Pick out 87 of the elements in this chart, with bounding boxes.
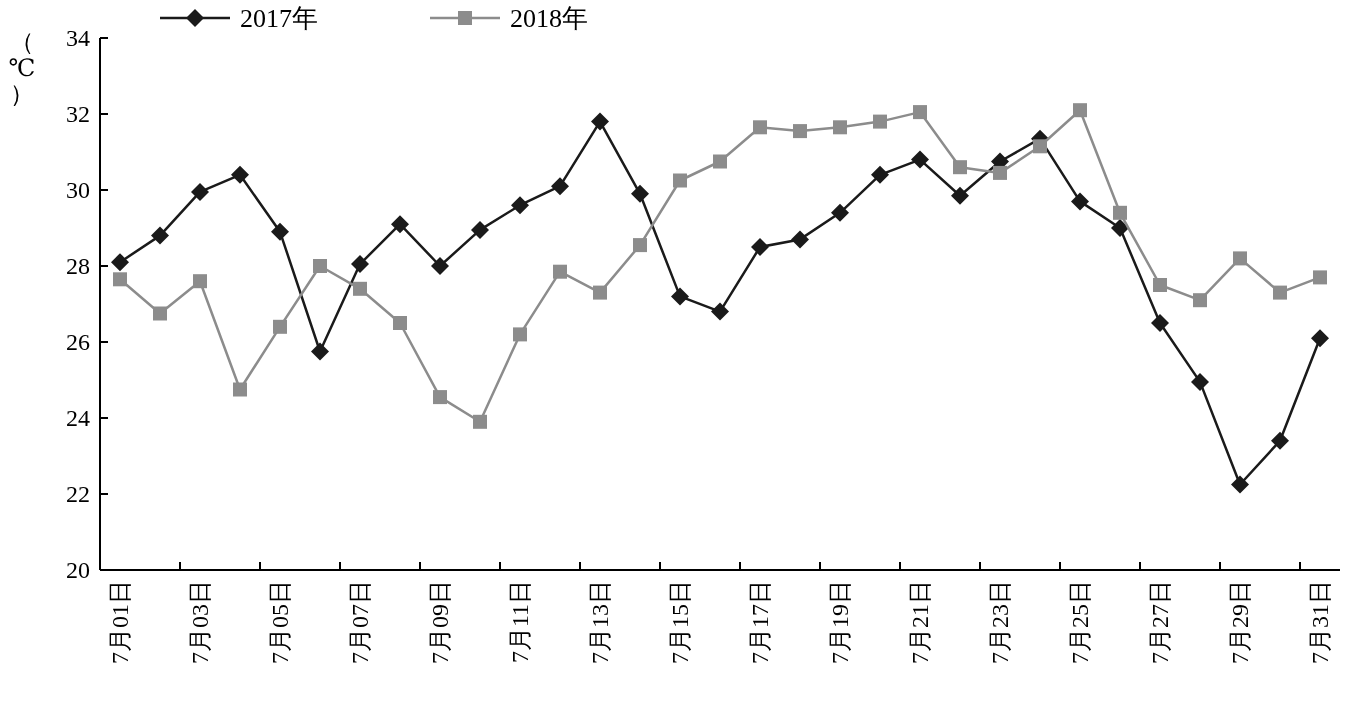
legend-label: 2018年 [510,4,588,34]
point [873,114,887,129]
point [153,306,167,321]
point [473,414,487,429]
y-tick-label: 28 [66,253,90,280]
point [711,302,729,321]
point [1231,475,1249,494]
point [471,220,489,239]
point [1153,278,1167,292]
point [113,272,127,287]
point [391,215,409,234]
point [351,255,369,274]
x-tick-label: 7月23日 [987,580,1013,664]
point [511,196,529,215]
y-tick-label: 20 [66,557,90,584]
point [833,120,847,135]
point [1033,139,1047,154]
x-tick-label: 7月19日 [827,580,853,664]
y-tick-label: 32 [66,101,90,128]
point [311,342,329,361]
point [713,154,727,169]
point [193,274,207,289]
point [953,160,967,175]
legend-label: 2017年 [240,4,318,34]
point [1311,329,1329,348]
point [633,238,647,253]
point [353,281,367,296]
point [593,285,607,300]
point [993,165,1007,180]
x-tick-label: 7月27日 [1147,580,1173,664]
x-tick-label: 7月07日 [347,580,373,664]
point [911,150,929,169]
point [951,186,969,205]
point [1111,219,1129,237]
x-tick-label: 7月03日 [187,580,213,664]
point [431,257,449,275]
point [791,230,809,249]
point [751,238,769,256]
point [1193,293,1207,308]
x-tick-label: 7月15日 [667,580,693,664]
x-tick-label: 7月01日 [107,580,133,664]
point [871,165,889,184]
point [513,327,527,342]
x-tick-label: 7月17日 [747,580,773,664]
point [1071,192,1089,211]
point [831,203,849,222]
point [671,287,689,306]
point [753,120,767,135]
x-tick-label: 7月05日 [267,580,293,664]
x-tick-label: 7月13日 [587,580,613,664]
point [393,316,407,330]
point [673,173,687,188]
x-tick-label: 7月29日 [1227,580,1253,664]
x-tick-label: 7月09日 [427,580,453,664]
point [433,390,447,405]
x-tick-label: 7月31日 [1307,580,1333,664]
point [313,259,327,273]
point [151,226,169,245]
point [273,319,287,334]
point [1113,205,1127,220]
point [793,124,807,139]
point [1313,270,1327,285]
point [631,184,649,203]
y-tick-label: 30 [66,177,90,204]
point [1191,372,1209,391]
point [191,182,209,201]
point [233,382,247,397]
point [1271,431,1289,450]
point [591,112,609,131]
point [1233,251,1247,266]
y-tick-label: 34 [66,25,90,52]
x-tick-label: 7月21日 [907,580,933,664]
point [1273,285,1287,300]
y-tick-label: 24 [66,405,90,432]
point [1073,103,1087,118]
point [913,105,927,120]
point [553,264,567,279]
x-tick-label: 7月25日 [1067,580,1093,664]
point [111,253,129,272]
y-tick-label: 22 [66,481,90,508]
y-axis-title: （℃） [8,29,36,107]
point [1151,314,1169,332]
x-tick-label: 7月11日 [507,580,533,664]
point [271,222,289,241]
y-tick-label: 26 [66,329,90,356]
point [231,165,249,184]
point [551,177,569,196]
